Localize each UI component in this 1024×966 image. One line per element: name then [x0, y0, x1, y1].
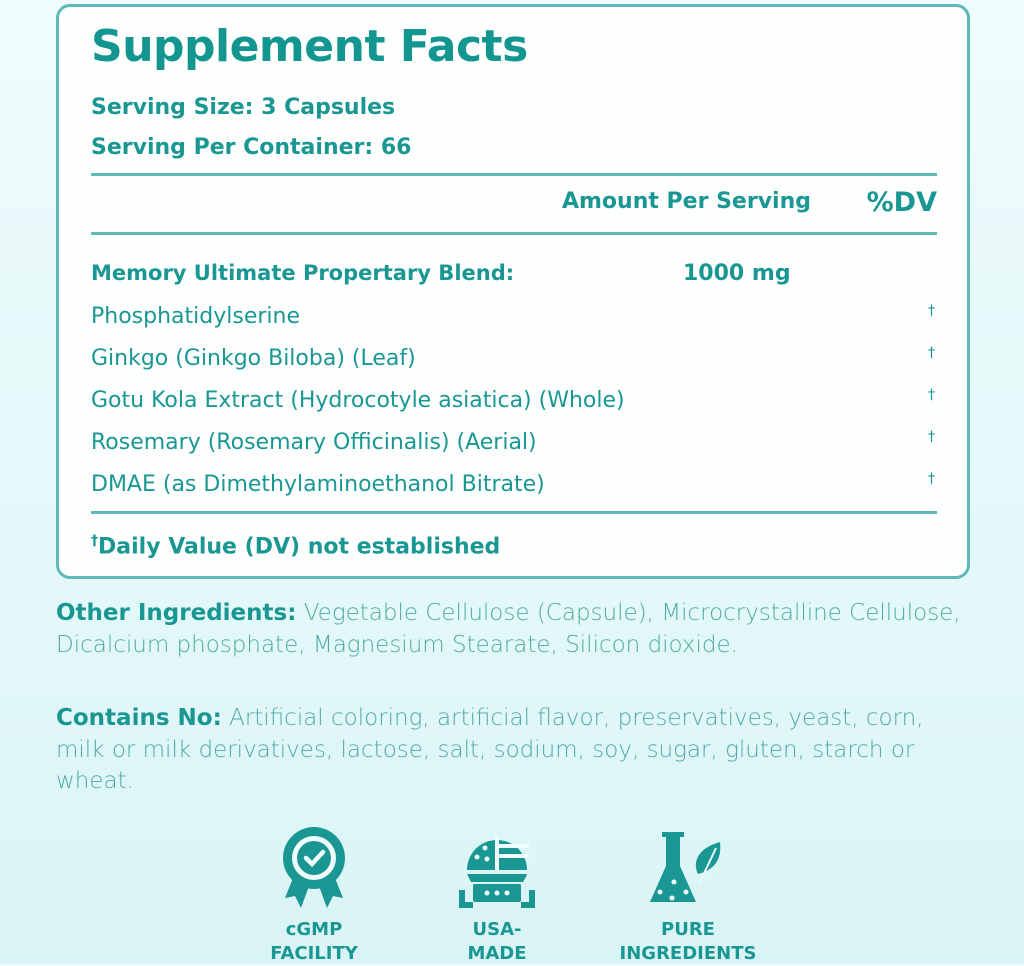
ingredient-row: Phosphatidylserine: [91, 304, 300, 329]
footnote: †Daily Value (DV) not established: [91, 533, 500, 559]
badge-usa-made: USA- MADE: [397, 826, 597, 966]
dv-header: %DV: [866, 187, 937, 218]
ingredient-row: Gotu Kola Extract (Hydrocotyle asiatica)…: [91, 388, 625, 413]
award-check-icon: [283, 827, 345, 908]
serving-size: Serving Size: 3 Capsules: [91, 95, 396, 120]
supplement-facts-panel: Supplement Facts Serving Size: 3 Capsule…: [56, 4, 970, 579]
other-ingredients-label: Other Ingredients:: [56, 600, 297, 626]
contains-no-text: Artificial coloring, artificial flavor, …: [56, 705, 924, 794]
flask-leaf-icon: [650, 832, 721, 902]
other-ingredients: Other Ingredients: Vegetable Cellulose (…: [56, 598, 976, 661]
dv-dagger: †: [928, 303, 935, 319]
contains-no-label: Contains No:: [56, 705, 222, 731]
footnote-dagger: †: [91, 533, 98, 549]
divider: [91, 173, 937, 176]
footnote-text: Daily Value (DV) not established: [98, 534, 501, 560]
dv-dagger: †: [928, 345, 935, 361]
panel-title: Supplement Facts: [91, 21, 528, 72]
amount-header: Amount Per Serving: [561, 189, 811, 214]
other-ingredients-text: Vegetable Cellulose (Capsule), Microcrys…: [56, 600, 961, 658]
dv-dagger: †: [928, 387, 935, 403]
badge-pure-ingredients: PURE INGREDIENTS: [588, 826, 788, 966]
badge-label: USA- MADE: [467, 919, 527, 964]
dv-dagger: †: [928, 471, 935, 487]
badge-cgmp: cGMP FACILITY: [214, 826, 414, 966]
dv-dagger: †: [928, 429, 935, 445]
divider: [91, 511, 937, 514]
ingredient-row: Ginkgo (Ginkgo Biloba) (Leaf): [91, 346, 416, 371]
contains-no: Contains No: Artificial coloring, artifi…: [56, 703, 976, 798]
badge-label: PURE INGREDIENTS: [619, 919, 757, 964]
ingredient-row: DMAE (as Dimethylaminoethanol Bitrate): [91, 472, 545, 497]
divider: [91, 232, 937, 235]
servings-per-container: Serving Per Container: 66: [91, 135, 412, 160]
badge-label: cGMP FACILITY: [270, 919, 358, 964]
usa-flag-globe-icon: [459, 836, 535, 908]
blend-name: Memory Ultimate Propertary Blend:: [91, 261, 515, 285]
ingredient-row: Rosemary (Rosemary Officinalis) (Aerial): [91, 430, 537, 455]
blend-amount: 1000 mg: [683, 261, 791, 286]
